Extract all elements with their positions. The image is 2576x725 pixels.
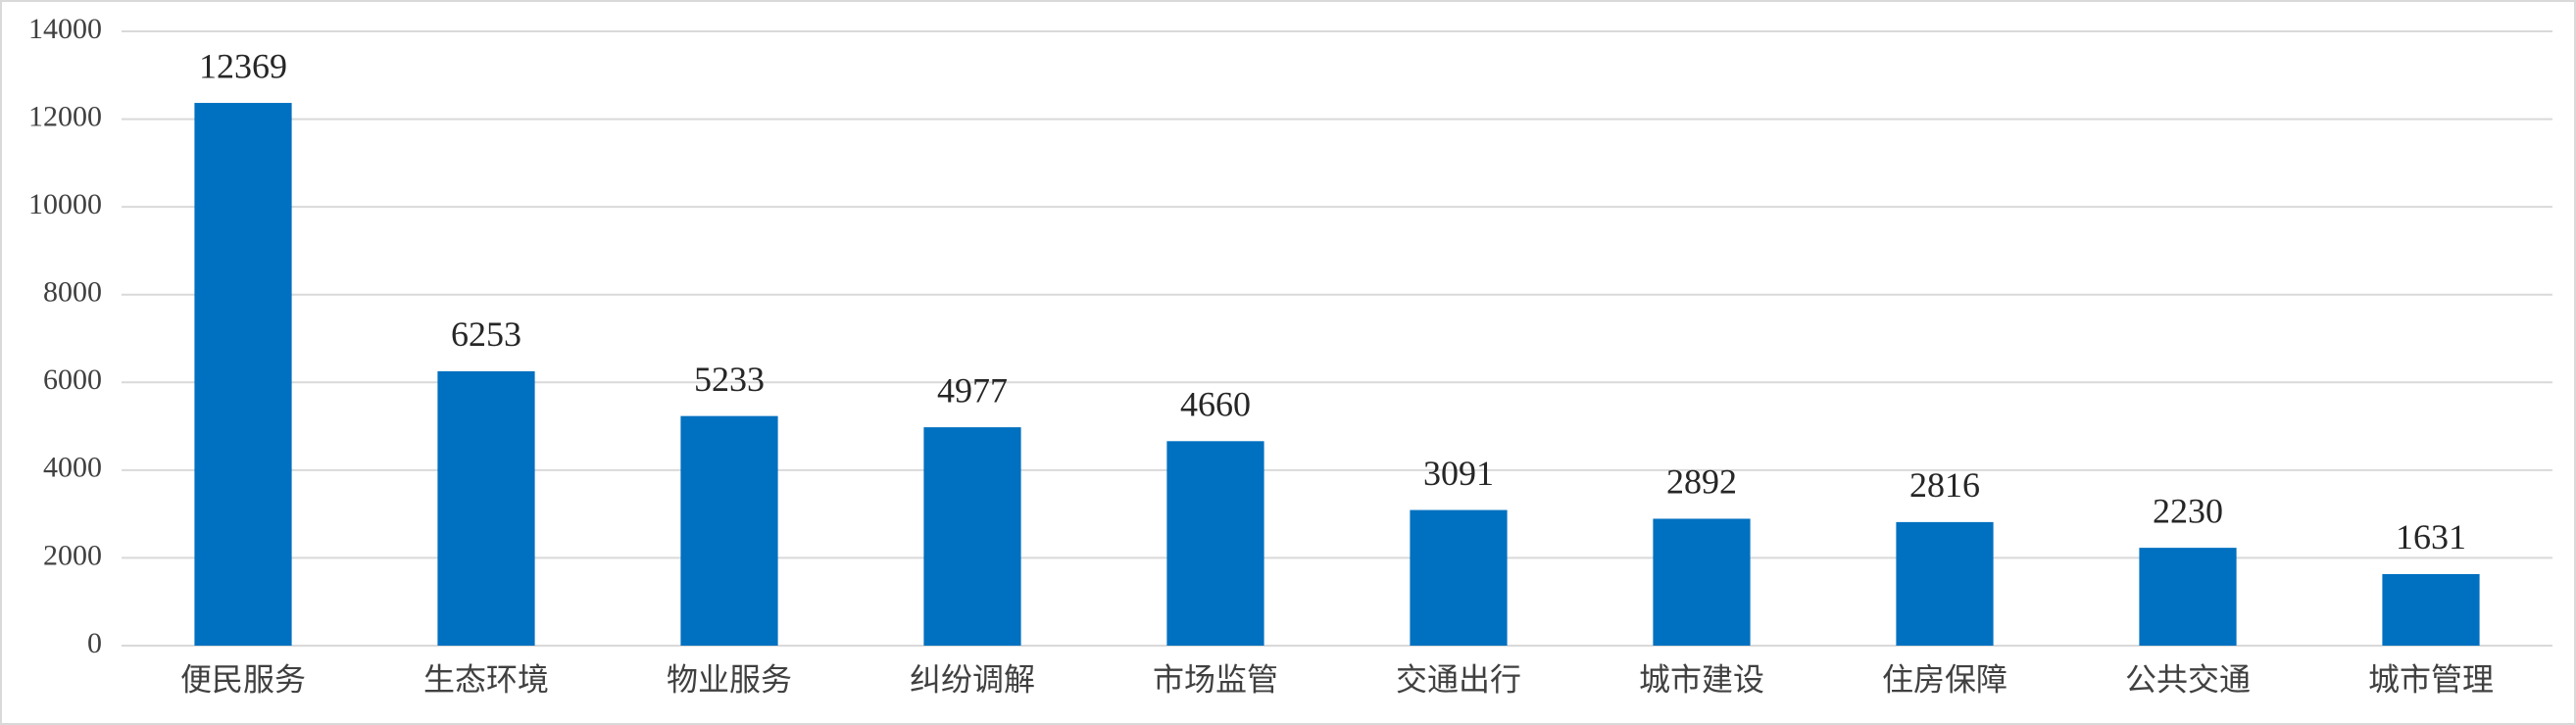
x-tick-label: 物业服务 [667,661,792,697]
bar [2382,573,2480,646]
bar [680,415,778,646]
bar [1166,441,1264,646]
x-tick-label: 市场监管 [1153,661,1278,697]
data-label: 5233 [694,360,765,399]
data-label: 2892 [1666,462,1737,502]
x-tick-label: 交通出行 [1396,661,1521,697]
x-tick-label: 城市管理 [2368,661,2494,697]
data-label: 1631 [2396,517,2466,556]
bar [1896,521,1994,646]
x-tick-label: 公共交通 [2125,661,2251,697]
y-tick-label: 12000 [28,100,102,132]
data-label: 6253 [451,314,521,354]
y-tick-label: 10000 [28,188,102,220]
data-label: 4660 [1180,385,1251,424]
bar [194,103,292,646]
bar [1653,518,1751,646]
x-tick-label: 纠纷调解 [910,661,1035,697]
data-label: 4977 [937,370,1008,410]
y-tick-label: 6000 [43,363,102,396]
bar [437,370,535,646]
bar [923,427,1021,646]
y-tick-label: 2000 [43,539,102,571]
y-tick-label: 4000 [43,452,102,484]
data-label: 2816 [1909,465,1980,505]
data-label: 12369 [199,46,287,85]
y-tick-label: 14000 [28,13,102,45]
y-tick-label: 0 [87,627,102,659]
data-label: 3091 [1423,454,1494,493]
x-tick-label: 生态环境 [423,661,549,697]
data-label: 2230 [2153,491,2223,530]
x-tick-label: 便民服务 [180,661,306,697]
bar [1410,509,1508,646]
y-tick-label: 8000 [43,276,102,309]
bar [2139,548,2237,646]
x-tick-label: 城市建设 [1639,661,1764,697]
x-tick-label: 住房保障 [1882,661,2007,697]
